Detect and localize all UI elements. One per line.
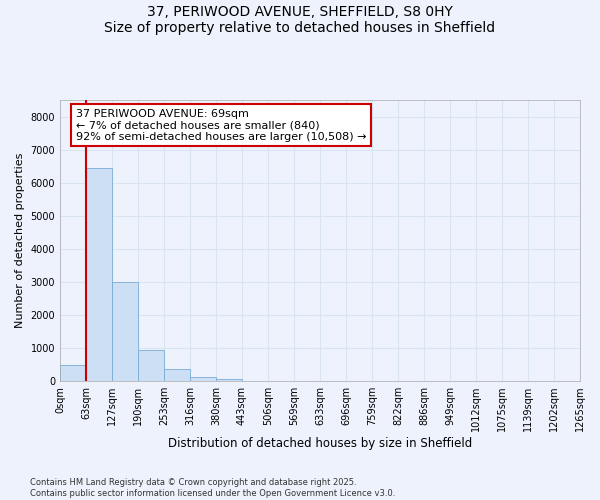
Bar bbox=[112, 282, 138, 381]
Bar bbox=[216, 380, 242, 381]
Bar bbox=[60, 365, 86, 381]
Text: 37 PERIWOOD AVENUE: 69sqm
← 7% of detached houses are smaller (840)
92% of semi-: 37 PERIWOOD AVENUE: 69sqm ← 7% of detach… bbox=[76, 108, 366, 142]
Text: Contains HM Land Registry data © Crown copyright and database right 2025.
Contai: Contains HM Land Registry data © Crown c… bbox=[30, 478, 395, 498]
Y-axis label: Number of detached properties: Number of detached properties bbox=[15, 153, 25, 328]
Bar bbox=[164, 368, 190, 381]
Bar bbox=[138, 350, 164, 381]
Bar bbox=[86, 168, 112, 381]
X-axis label: Distribution of detached houses by size in Sheffield: Distribution of detached houses by size … bbox=[168, 437, 472, 450]
Text: 37, PERIWOOD AVENUE, SHEFFIELD, S8 0HY
Size of property relative to detached hou: 37, PERIWOOD AVENUE, SHEFFIELD, S8 0HY S… bbox=[104, 5, 496, 35]
Bar bbox=[190, 377, 216, 381]
